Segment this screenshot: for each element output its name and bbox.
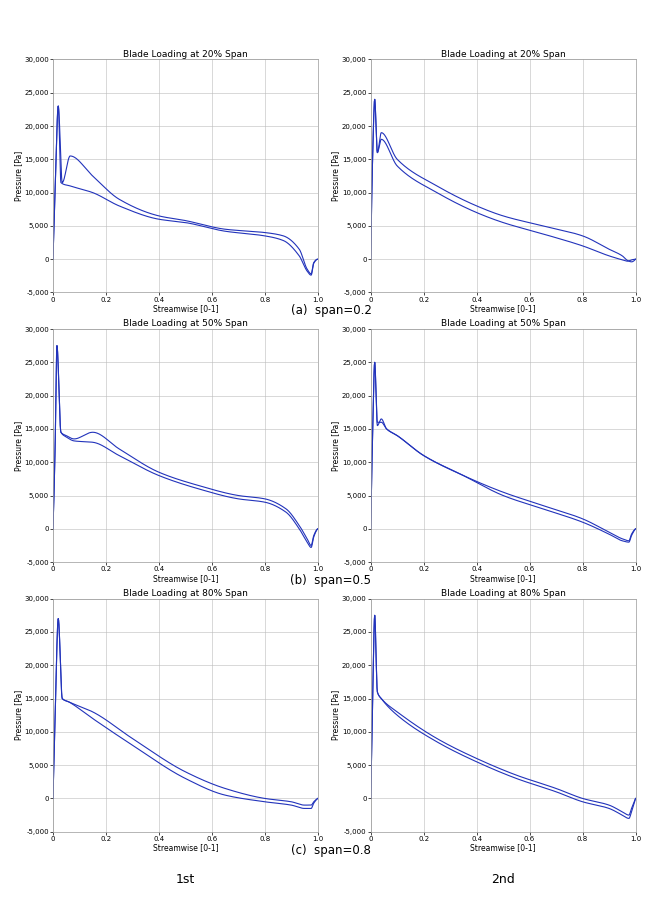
Text: 2nd: 2nd <box>491 873 515 887</box>
Title: Blade Loading at 50% Span: Blade Loading at 50% Span <box>123 319 248 328</box>
Text: (c)  span=0.8: (c) span=0.8 <box>291 844 371 856</box>
Title: Blade Loading at 80% Span: Blade Loading at 80% Span <box>123 589 248 598</box>
Y-axis label: Pressure [Pa]: Pressure [Pa] <box>332 690 340 740</box>
Title: Blade Loading at 50% Span: Blade Loading at 50% Span <box>441 319 565 328</box>
X-axis label: Streamwise [0-1]: Streamwise [0-1] <box>152 304 218 313</box>
Y-axis label: Pressure [Pa]: Pressure [Pa] <box>332 420 340 471</box>
Y-axis label: Pressure [Pa]: Pressure [Pa] <box>14 151 23 201</box>
Title: Blade Loading at 80% Span: Blade Loading at 80% Span <box>441 589 565 598</box>
X-axis label: Streamwise [0-1]: Streamwise [0-1] <box>470 574 536 582</box>
Y-axis label: Pressure [Pa]: Pressure [Pa] <box>14 420 23 471</box>
X-axis label: Streamwise [0-1]: Streamwise [0-1] <box>152 844 218 852</box>
Text: 1st: 1st <box>175 873 195 887</box>
Text: (a)  span=0.2: (a) span=0.2 <box>291 304 371 317</box>
Title: Blade Loading at 20% Span: Blade Loading at 20% Span <box>441 49 565 58</box>
X-axis label: Streamwise [0-1]: Streamwise [0-1] <box>470 844 536 852</box>
Y-axis label: Pressure [Pa]: Pressure [Pa] <box>332 151 340 201</box>
Text: (b)  span=0.5: (b) span=0.5 <box>291 574 371 587</box>
X-axis label: Streamwise [0-1]: Streamwise [0-1] <box>152 574 218 582</box>
X-axis label: Streamwise [0-1]: Streamwise [0-1] <box>470 304 536 313</box>
Title: Blade Loading at 20% Span: Blade Loading at 20% Span <box>123 49 248 58</box>
Y-axis label: Pressure [Pa]: Pressure [Pa] <box>14 690 23 740</box>
